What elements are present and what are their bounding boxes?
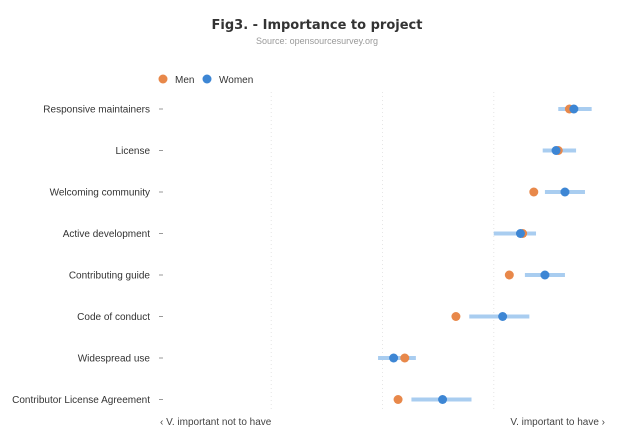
women-point: [389, 353, 399, 363]
category-labels: Responsive maintainers License Welcoming c…: [12, 105, 150, 407]
women-point: [540, 270, 550, 280]
category-label: Contributor License Agreement: [12, 395, 150, 406]
data-points: [389, 104, 579, 404]
x-axis-left-label: ‹ V. important not to have: [160, 417, 272, 428]
women-point: [438, 395, 448, 404]
grid: [270, 92, 495, 412]
category-label: Contributing guide: [69, 271, 151, 282]
chart-title: Fig3. - Importance to project: [212, 18, 423, 33]
women-point: [551, 146, 561, 155]
category-label: Widespread use: [78, 354, 151, 365]
women-point: [560, 187, 570, 197]
women-point: [515, 229, 525, 238]
category-label: License: [116, 146, 151, 157]
men-point: [451, 312, 461, 321]
category-label: Active development: [63, 229, 150, 240]
legend: Men Women: [158, 74, 253, 86]
category-ticks: [159, 108, 163, 400]
men-point: [400, 353, 410, 363]
x-axis-right-label: V. important to have ›: [510, 417, 605, 428]
category-label: Welcoming community: [50, 188, 150, 199]
chart-subtitle: Source: opensourcesurvey.org: [256, 36, 378, 46]
category-label: Responsive maintainers: [43, 105, 150, 116]
women-point: [569, 104, 579, 114]
women-point: [498, 312, 508, 321]
legend-label-women: Women: [219, 75, 253, 86]
men-point: [504, 270, 514, 280]
category-label: Code of conduct: [77, 312, 150, 323]
legend-label-men: Men: [175, 75, 194, 86]
men-point: [529, 187, 539, 197]
legend-marker-women: [202, 74, 212, 84]
men-point: [393, 395, 403, 404]
legend-marker-men: [158, 74, 168, 84]
